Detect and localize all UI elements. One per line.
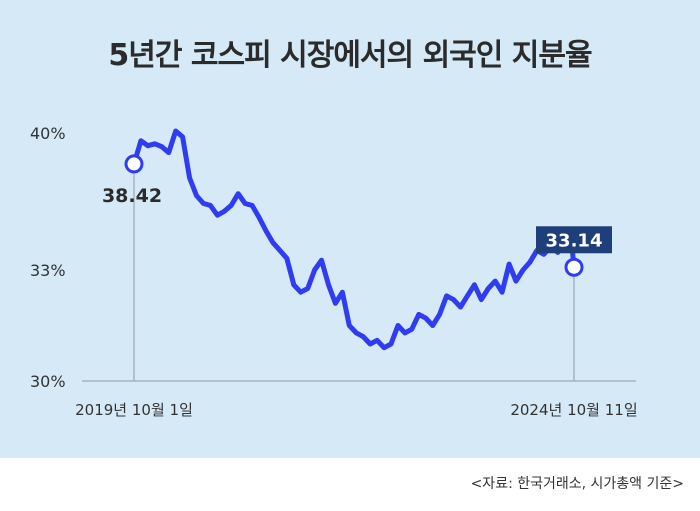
source-note: <자료: 한국거래소, 시가총액 기준> <box>470 476 684 492</box>
chart-title: 5년간 코스피 시장에서의 외국인 지분율 <box>108 38 592 73</box>
x-end-label: 2024년 10월 11일 <box>510 401 637 419</box>
end-value-box <box>536 226 612 254</box>
line-chart: 40% 33% 30% 2019년 10월 1일 2024년 10월 11일 38.42 3… <box>30 124 638 419</box>
end-point-marker <box>564 257 584 277</box>
y-tick-label: 30% <box>30 372 66 391</box>
y-tick-label: 33% <box>30 261 66 280</box>
kospi-foreign-share-line <box>131 128 577 351</box>
start-value-label: 38.42 <box>102 185 162 207</box>
x-start-label: 2019년 10월 1일 <box>75 401 193 419</box>
end-value-label: 33.14 <box>546 230 603 251</box>
start-point-marker <box>124 154 144 174</box>
y-tick-label: 40% <box>30 124 66 143</box>
